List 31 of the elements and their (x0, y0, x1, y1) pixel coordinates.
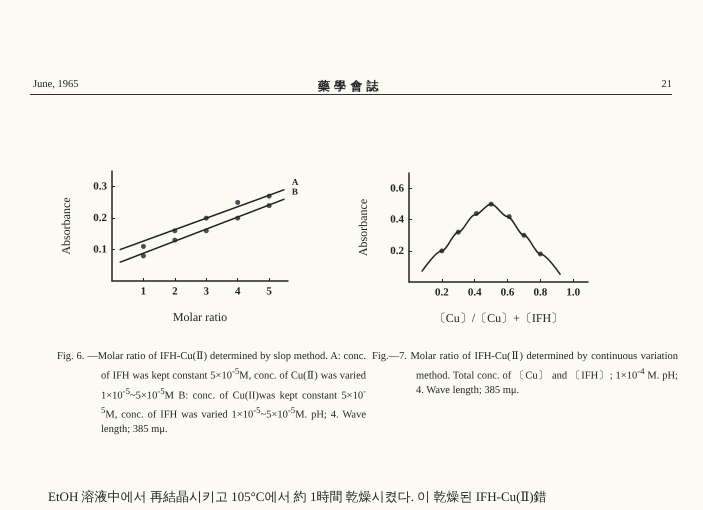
x-tick-label: 0.6 (500, 286, 515, 298)
text: 藥 學 會 誌 (318, 78, 380, 95)
x-tick-label: 1.0 (566, 286, 581, 298)
x-tick-label: 0.2 (434, 286, 450, 298)
y-tick-label: 0.4 (390, 214, 404, 226)
text: Fig.—7. Molar ratio of IFH-Cu(Ⅱ) determined by continuous variation method. Total conc. of 〔Cu〕 and 〔IFH〕; 1×10$^{-4}$ M. pH; 4. Wave length; 385 mμ. (372, 351, 678, 396)
text: June, 1965 (33, 78, 80, 92)
point (235, 200, 240, 205)
y-tick-label: 0.3 (93, 180, 108, 193)
text: EtOH 溶液中에서 再結晶시키고 105°C에서 約 1時間 乾燥시켰다. 이 乾燥된 IFH-Cu(Ⅱ)錯 (48, 489, 548, 504)
series-label: B (292, 186, 298, 196)
y-tick-label: 0.1 (93, 244, 107, 256)
series-label: A (292, 176, 299, 187)
y-axis-title: Absorbance (59, 197, 73, 255)
x-axis-title: 〔Cu〕/〔Cu〕+〔IFH〕 (434, 311, 564, 325)
point (140, 253, 146, 258)
y-axis-title: Absorbance (356, 198, 370, 256)
x-tick-label: 0.8 (534, 286, 548, 298)
text: 21 (660, 78, 672, 92)
x-tick-label: 0.4 (468, 286, 482, 298)
text: Fig. 6. —Molar ratio of IFH-Cu(Ⅱ) determined by slop method. A: conc. of IFH was kept constant 5×10$^{-5}$M, conc. of Cu(Ⅱ) was varied 1×10$^{-5}$~5×10$^{-5}$M B: conc. of Cu(II)was kept constant 5×10$^{-}$$^{5}$M, conc. of IFH was varied 1×10$^{-5}$~5×10$^{-5}$M. pH; 4. Wave length; 385 mμ. (57, 351, 366, 434)
point (140, 244, 146, 249)
x-tick-label: 3 (204, 286, 210, 298)
y-tick-label: 0.2 (93, 212, 108, 224)
x-tick-label: 5 (266, 286, 272, 298)
x-tick-label: 2 (172, 286, 178, 298)
x-tick-label: 1 (140, 286, 146, 298)
y-tick-label: 0.2 (390, 244, 404, 257)
x-axis-title: Molar ratio (172, 310, 228, 324)
y-tick-label: 0.6 (390, 182, 404, 195)
x-tick-label: 4 (234, 286, 241, 298)
